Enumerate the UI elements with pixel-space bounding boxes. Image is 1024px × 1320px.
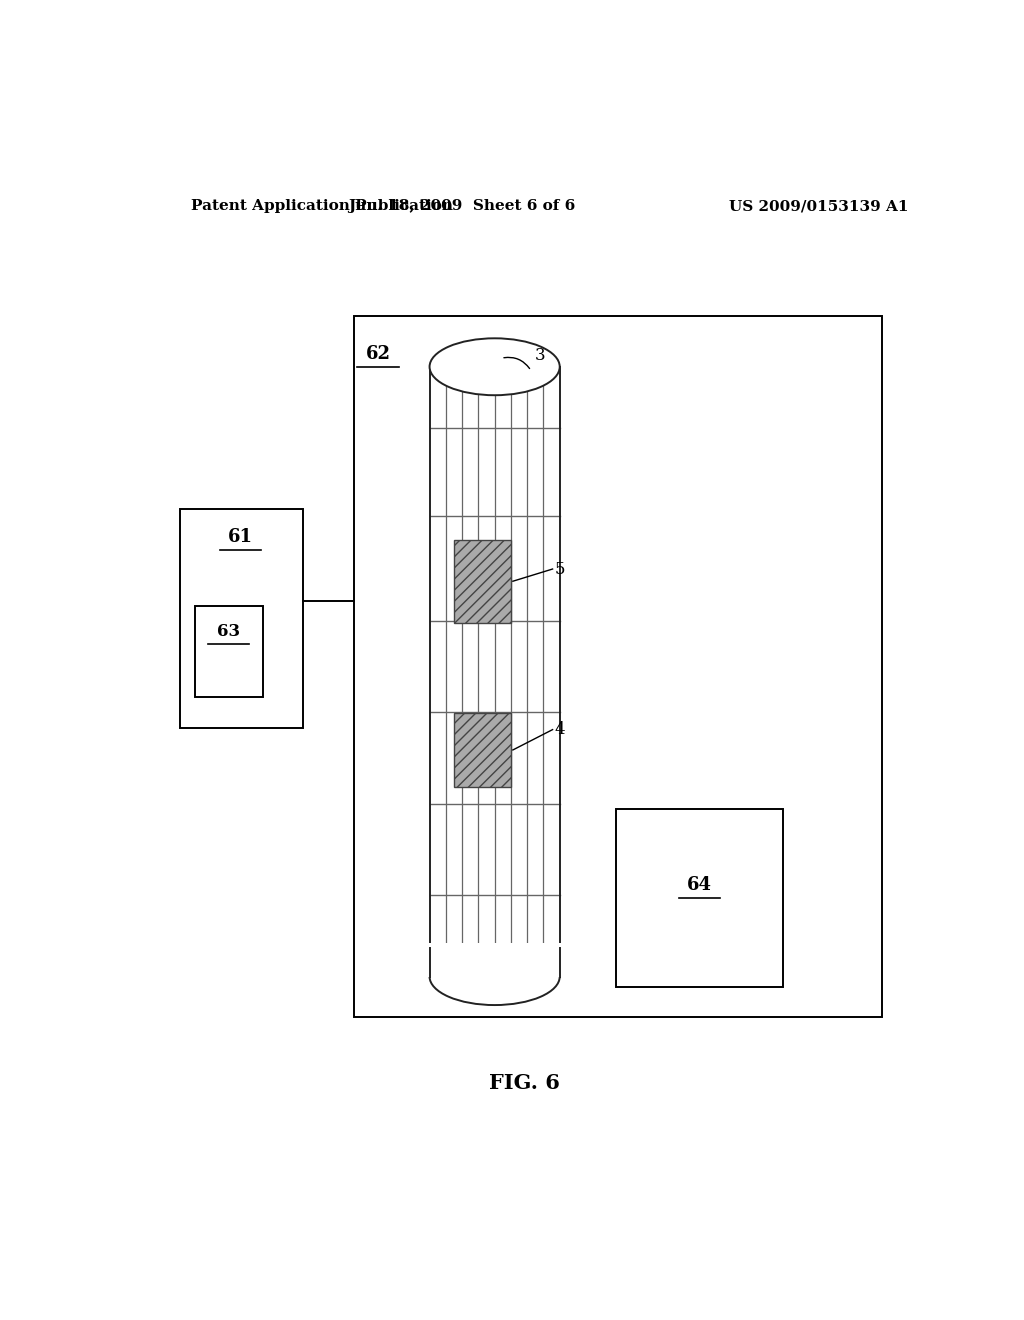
Text: 4: 4 (554, 721, 565, 738)
Text: US 2009/0153139 A1: US 2009/0153139 A1 (729, 199, 908, 213)
Text: 61: 61 (228, 528, 253, 545)
Text: 5: 5 (554, 561, 564, 578)
Bar (455, 540, 511, 623)
Bar (616, 809, 782, 987)
Bar (455, 713, 511, 787)
Text: Jun. 18, 2009  Sheet 6 of 6: Jun. 18, 2009 Sheet 6 of 6 (348, 199, 574, 213)
Text: Patent Application Publication: Patent Application Publication (191, 199, 454, 213)
Text: 62: 62 (366, 345, 390, 363)
Bar (179, 510, 303, 727)
Bar (196, 606, 263, 697)
Ellipse shape (430, 948, 560, 1005)
Text: 3: 3 (536, 347, 546, 364)
Text: 64: 64 (687, 876, 712, 894)
Bar (354, 315, 882, 1018)
Ellipse shape (430, 338, 560, 395)
Text: FIG. 6: FIG. 6 (489, 1073, 560, 1093)
Bar (426, 942, 563, 977)
Bar (430, 367, 560, 977)
Text: 63: 63 (217, 623, 241, 639)
